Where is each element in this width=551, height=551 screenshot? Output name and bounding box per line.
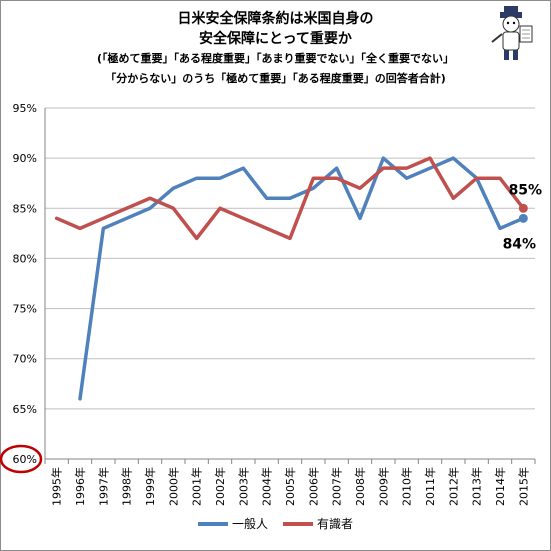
x-tick-label: 2001年 (190, 467, 204, 506)
series-end-marker (518, 213, 528, 223)
x-tick-label: 2009年 (376, 467, 390, 506)
legend-label: 一般人 (232, 516, 268, 531)
series-line-一般人 (78, 156, 526, 401)
x-tick-label: 2011年 (423, 467, 437, 506)
x-tick-label: 1997年 (96, 467, 110, 506)
y-tick-label: 65% (13, 403, 37, 416)
data-label: 84% (503, 236, 537, 252)
highlight-circle (0, 444, 43, 474)
series-line-有識者 (54, 156, 526, 241)
data-label: 85% (509, 182, 543, 198)
x-tick-label: 2004年 (260, 467, 274, 506)
x-tick-label: 2015年 (516, 467, 530, 506)
x-tick-label: 2014年 (493, 467, 507, 506)
legend-label: 有識者 (317, 517, 353, 531)
x-tick-label: 2010年 (400, 467, 414, 506)
y-tick-label: 95% (13, 102, 37, 115)
chart-subtitle-line-2: 「分からない」のうち「極めて重要」「ある程度重要」の回答者合計) (105, 72, 446, 85)
chart-title-line-2: 安全保障にとって重要か (199, 31, 352, 47)
x-tick-label: 2002年 (213, 467, 227, 506)
y-tick-label: 80% (13, 252, 37, 265)
series-end-marker (518, 203, 528, 213)
x-tick-label: 2008年 (353, 467, 367, 506)
chart-subtitle-line-1: (「極めて重要」「ある程度重要」「あまり重要でない」「全く重要でない」 (96, 52, 455, 65)
x-tick-label: 2007年 (330, 467, 344, 506)
chart-title-line-1: 日米安全保障条約は米国自身の (177, 11, 374, 27)
x-tick-label: 1995年 (50, 467, 64, 506)
y-tick-label: 85% (13, 202, 37, 215)
x-tick-label: 2013年 (470, 467, 484, 506)
y-tick-label: 90% (13, 152, 37, 165)
x-tick-label: 2005年 (283, 467, 297, 506)
x-tick-label: 2003年 (236, 467, 250, 506)
x-tick-label: 2000年 (166, 467, 180, 506)
y-tick-label: 60% (13, 453, 37, 466)
x-tick-label: 1998年 (120, 467, 134, 506)
x-tick-label: 2006年 (306, 467, 320, 506)
x-tick-label: 1996年 (73, 467, 87, 506)
y-tick-label: 75% (13, 303, 37, 316)
x-tick-label: 1999年 (143, 467, 157, 506)
x-tick-label: 2012年 (446, 467, 460, 506)
mascot-illustration (491, 6, 533, 60)
y-tick-label: 70% (13, 353, 37, 366)
